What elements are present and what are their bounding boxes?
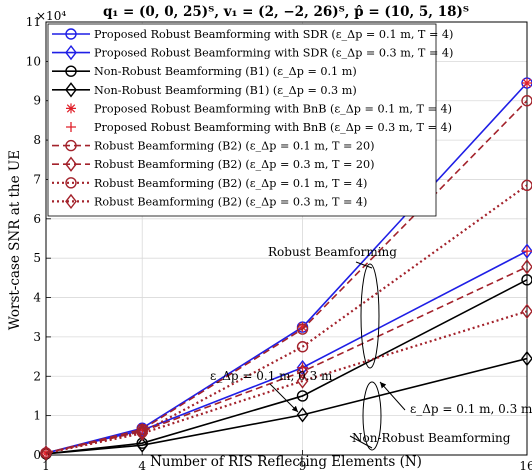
annotation-eps-right: ε_Δp = 0.1 m, 0.3 m xyxy=(410,402,532,416)
legend-swatch-marker xyxy=(66,122,76,132)
annotation-robust-ellipse xyxy=(360,263,380,369)
y-tick-label: 2 xyxy=(33,369,41,383)
chart-title: q₁ = (0, 0, 25)ᵀ, v₁ = (2, −2, 26)ᵀ, p̂ … xyxy=(103,4,469,20)
plot-frame xyxy=(45,21,528,456)
series-8-point xyxy=(521,259,532,275)
legend-swatch-marker xyxy=(65,177,77,189)
legend-entry-10: Robust Beamforming (B2) (ε_Δp = 0.3 m, T… xyxy=(52,193,367,210)
x-tick-label: 9 xyxy=(299,459,307,472)
legend-label: Non-Robust Beamforming (B1) (ε_Δp = 0.3 … xyxy=(94,84,357,97)
legend-swatch-marker xyxy=(65,28,77,40)
legend-entry-1: Proposed Robust Beamforming with SDR (ε_… xyxy=(52,28,453,41)
annotation-eps-right-arrow xyxy=(379,381,406,411)
annotation-layer: Robust Beamforming ε_Δp = 0.1 m, 0.3 m ε… xyxy=(210,245,532,451)
annotation-nonrobust-pointer xyxy=(349,435,373,449)
annotation-nonrobust-ellipse xyxy=(362,381,382,451)
legend-swatch-marker xyxy=(65,156,77,172)
series-2 xyxy=(40,243,532,461)
legend-label: Robust Beamforming (B2) (ε_Δp = 0.3 m, T… xyxy=(94,158,375,171)
annotation-nonrobust: Non-Robust Beamforming xyxy=(352,431,511,445)
series-7-point xyxy=(296,323,309,335)
legend-label: Non-Robust Beamforming (B1) (ε_Δp = 0.1 … xyxy=(94,65,357,78)
legend-swatch-marker xyxy=(65,139,77,152)
series-5-point xyxy=(297,322,308,333)
legend-label: Robust Beamforming (B2) (ε_Δp = 0.1 m, T… xyxy=(94,140,375,153)
y-tick-label: 9 xyxy=(33,94,41,108)
series-10-point xyxy=(136,425,149,441)
annotation-eps-left: ε_Δp = 0.1 m, 0.3 m xyxy=(210,369,333,383)
legend-entry-3: Non-Robust Beamforming (B1) (ε_Δp = 0.1 … xyxy=(52,65,357,78)
y-tick-label: 1 xyxy=(33,409,41,423)
series-9-point xyxy=(296,341,309,353)
y-tick-label: 6 xyxy=(33,212,41,226)
annotation-robust: Robust Beamforming xyxy=(268,245,397,259)
series-4-point xyxy=(296,407,309,423)
annotation-robust-pointer xyxy=(355,261,373,269)
series-3-point xyxy=(521,274,532,286)
series-6-point xyxy=(522,246,532,257)
y-tick-label: 5 xyxy=(33,251,41,265)
x-tick-label: 4 xyxy=(138,459,146,472)
annotation-eps-left-arrow xyxy=(269,383,299,413)
series-5-point xyxy=(522,78,532,89)
legend-label: Proposed Robust Beamforming with SDR (ε_… xyxy=(94,47,453,60)
legend-swatch-marker xyxy=(65,82,77,98)
series-4-line xyxy=(45,357,528,455)
series-2-line xyxy=(45,250,528,454)
legend-swatch-marker xyxy=(65,193,77,210)
y-tick-label: 8 xyxy=(33,133,41,147)
y-axis-multiplier: ×10⁴ xyxy=(36,9,66,23)
series-4-point xyxy=(521,350,532,367)
x-axis-label: Number of RIS Reflecting Elements (N) xyxy=(150,454,422,470)
series-7-point xyxy=(521,95,532,107)
series-10-point xyxy=(521,303,532,319)
series-10 xyxy=(40,303,532,461)
legend-swatch-marker xyxy=(65,65,77,77)
series-6 xyxy=(41,246,532,459)
legend-label: Robust Beamforming (B2) (ε_Δp = 0.3 m, T… xyxy=(94,195,367,208)
legend-label: Proposed Robust Beamforming with SDR (ε_… xyxy=(94,28,453,41)
y-tick-label: 10 xyxy=(26,54,41,68)
series-2-point xyxy=(521,243,532,259)
legend-entry-9: Robust Beamforming (B2) (ε_Δp = 0.1 m, T… xyxy=(52,177,367,190)
y-axis-label: Worst-case SNR at the UE xyxy=(7,150,23,330)
series-8-point xyxy=(296,363,309,380)
y-tick-label: 11 xyxy=(26,15,41,29)
series-3-line xyxy=(45,279,528,455)
legend-box xyxy=(47,23,437,217)
series-9 xyxy=(40,179,532,459)
legend-entry-7: Robust Beamforming (B2) (ε_Δp = 0.1 m, T… xyxy=(52,140,375,153)
y-tick-label: 3 xyxy=(33,330,41,344)
series-9-point xyxy=(521,179,532,192)
legend-label: Proposed Robust Beamforming with BnB (ε_… xyxy=(94,121,452,134)
series-7-line xyxy=(45,100,528,454)
series-layer xyxy=(40,77,532,462)
y-tick-label: 7 xyxy=(33,172,41,186)
series-4-point xyxy=(136,437,149,453)
x-tick-label: 1 xyxy=(42,459,50,472)
legend-label: Proposed Robust Beamforming with BnB (ε_… xyxy=(94,102,452,115)
x-tick-label: 16 xyxy=(519,459,532,472)
legend-entry-8: Robust Beamforming (B2) (ε_Δp = 0.3 m, T… xyxy=(52,156,375,172)
series-3-point xyxy=(296,390,309,402)
legend-entry-5: Proposed Robust Beamforming with BnB (ε_… xyxy=(66,102,452,115)
series-10-point xyxy=(296,373,309,389)
legend-entry-6: Proposed Robust Beamforming with BnB (ε_… xyxy=(66,121,452,134)
y-tick-label: 4 xyxy=(33,291,41,305)
series-8 xyxy=(40,259,532,461)
legend-entry-2: Proposed Robust Beamforming with SDR (ε_… xyxy=(52,44,453,61)
y-tick-label: 0 xyxy=(33,448,41,462)
legend-entry-4: Non-Robust Beamforming (B1) (ε_Δp = 0.3 … xyxy=(52,82,357,98)
legend: Proposed Robust Beamforming with SDR (ε_… xyxy=(47,23,453,217)
series-10-point xyxy=(40,445,52,461)
legend-swatch-marker xyxy=(66,103,76,114)
legend-swatch-marker xyxy=(65,44,77,61)
legend-label: Robust Beamforming (B2) (ε_Δp = 0.1 m, T… xyxy=(94,177,367,190)
series-8-line xyxy=(45,266,528,454)
